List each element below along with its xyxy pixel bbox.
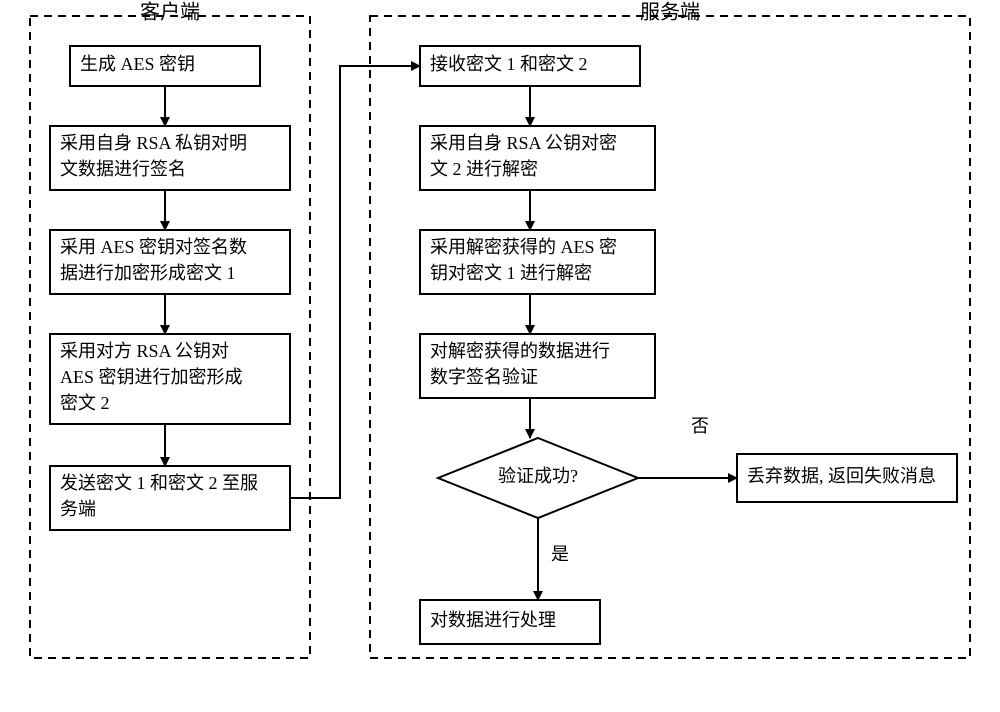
group-title-server: 服务端 xyxy=(640,1,700,24)
node-c3: 采用 AES 密钥对签名数据进行加密形成密文 1 xyxy=(50,230,290,294)
node-text-c4-0: 采用对方 RSA 公钥对 xyxy=(60,341,229,361)
node-text-c3-0: 采用 AES 密钥对签名数 xyxy=(60,237,247,257)
node-s3: 采用解密获得的 AES 密钥对密文 1 进行解密 xyxy=(420,230,655,294)
node-s6: 对数据进行处理 xyxy=(420,600,600,644)
node-s2: 采用自身 RSA 公钥对密文 2 进行解密 xyxy=(420,126,655,190)
node-text-d1: 验证成功? xyxy=(498,466,578,486)
node-s1: 接收密文 1 和密文 2 xyxy=(420,46,640,86)
node-text-c1-0: 生成 AES 密钥 xyxy=(80,54,195,74)
node-s5: 丢弃数据, 返回失败消息 xyxy=(737,454,957,502)
node-text-s2-0: 采用自身 RSA 公钥对密 xyxy=(430,133,617,153)
node-s4: 对解密获得的数据进行数字签名验证 xyxy=(420,334,655,398)
node-text-c2-1: 文数据进行签名 xyxy=(60,159,186,179)
node-d1: 验证成功? xyxy=(438,438,638,518)
node-text-s1-0: 接收密文 1 和密文 2 xyxy=(430,54,588,74)
node-text-s6-0: 对数据进行处理 xyxy=(430,610,556,630)
node-c2: 采用自身 RSA 私钥对明文数据进行签名 xyxy=(50,126,290,190)
node-c4: 采用对方 RSA 公钥对 AES 密钥进行加密形成密文 2 xyxy=(50,334,290,424)
node-c5: 发送密文 1 和密文 2 至服务端 xyxy=(50,466,290,530)
node-text-s4-1: 数字签名验证 xyxy=(430,367,538,387)
node-text-c5-0: 发送密文 1 和密文 2 至服 xyxy=(60,473,258,493)
node-text-s4-0: 对解密获得的数据进行 xyxy=(430,341,610,361)
node-text-s2-1: 文 2 进行解密 xyxy=(430,159,538,179)
node-text-s5-0: 丢弃数据, 返回失败消息 xyxy=(747,466,936,486)
edge-label-d1-s5: 否 xyxy=(691,416,709,436)
node-text-s3-0: 采用解密获得的 AES 密 xyxy=(430,237,617,257)
node-text-c3-1: 据进行加密形成密文 1 xyxy=(60,263,236,283)
node-text-s3-1: 钥对密文 1 进行解密 xyxy=(430,263,592,283)
node-text-c4-2: 密文 2 xyxy=(60,393,110,413)
node-text-c4-1: AES 密钥进行加密形成 xyxy=(60,367,243,387)
edge-label-d1-s6: 是 xyxy=(551,544,569,564)
node-text-c5-1: 务端 xyxy=(60,499,96,519)
node-c1: 生成 AES 密钥 xyxy=(70,46,260,86)
group-title-client: 客户端 xyxy=(140,1,200,24)
node-text-c2-0: 采用自身 RSA 私钥对明 xyxy=(60,133,247,153)
